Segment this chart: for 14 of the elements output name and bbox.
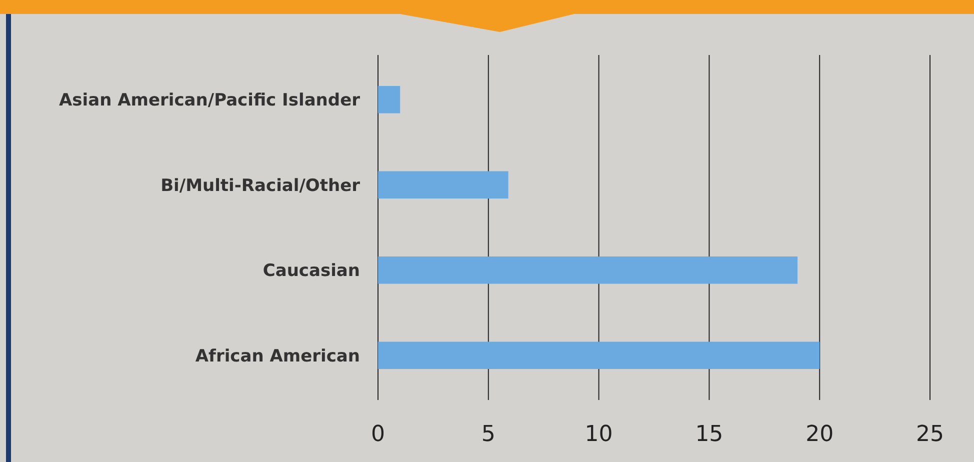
- y-tick-label: Asian American/Pacific Islander: [59, 90, 361, 111]
- x-tick-label: 20: [806, 422, 834, 447]
- y-tick-label: African American: [195, 346, 360, 366]
- x-tick-label: 5: [481, 422, 496, 447]
- x-tick-label: 10: [584, 422, 613, 447]
- y-tick-label: Bi/Multi-Racial/Other: [160, 176, 361, 196]
- bar: [378, 171, 508, 199]
- bar: [378, 256, 798, 284]
- x-tick-label: 0: [371, 422, 385, 447]
- bar: [378, 86, 400, 114]
- x-tick-label: 25: [916, 422, 944, 447]
- y-tick-label: Caucasian: [262, 261, 360, 282]
- x-tick-label: 15: [695, 422, 724, 447]
- bar: [378, 342, 820, 370]
